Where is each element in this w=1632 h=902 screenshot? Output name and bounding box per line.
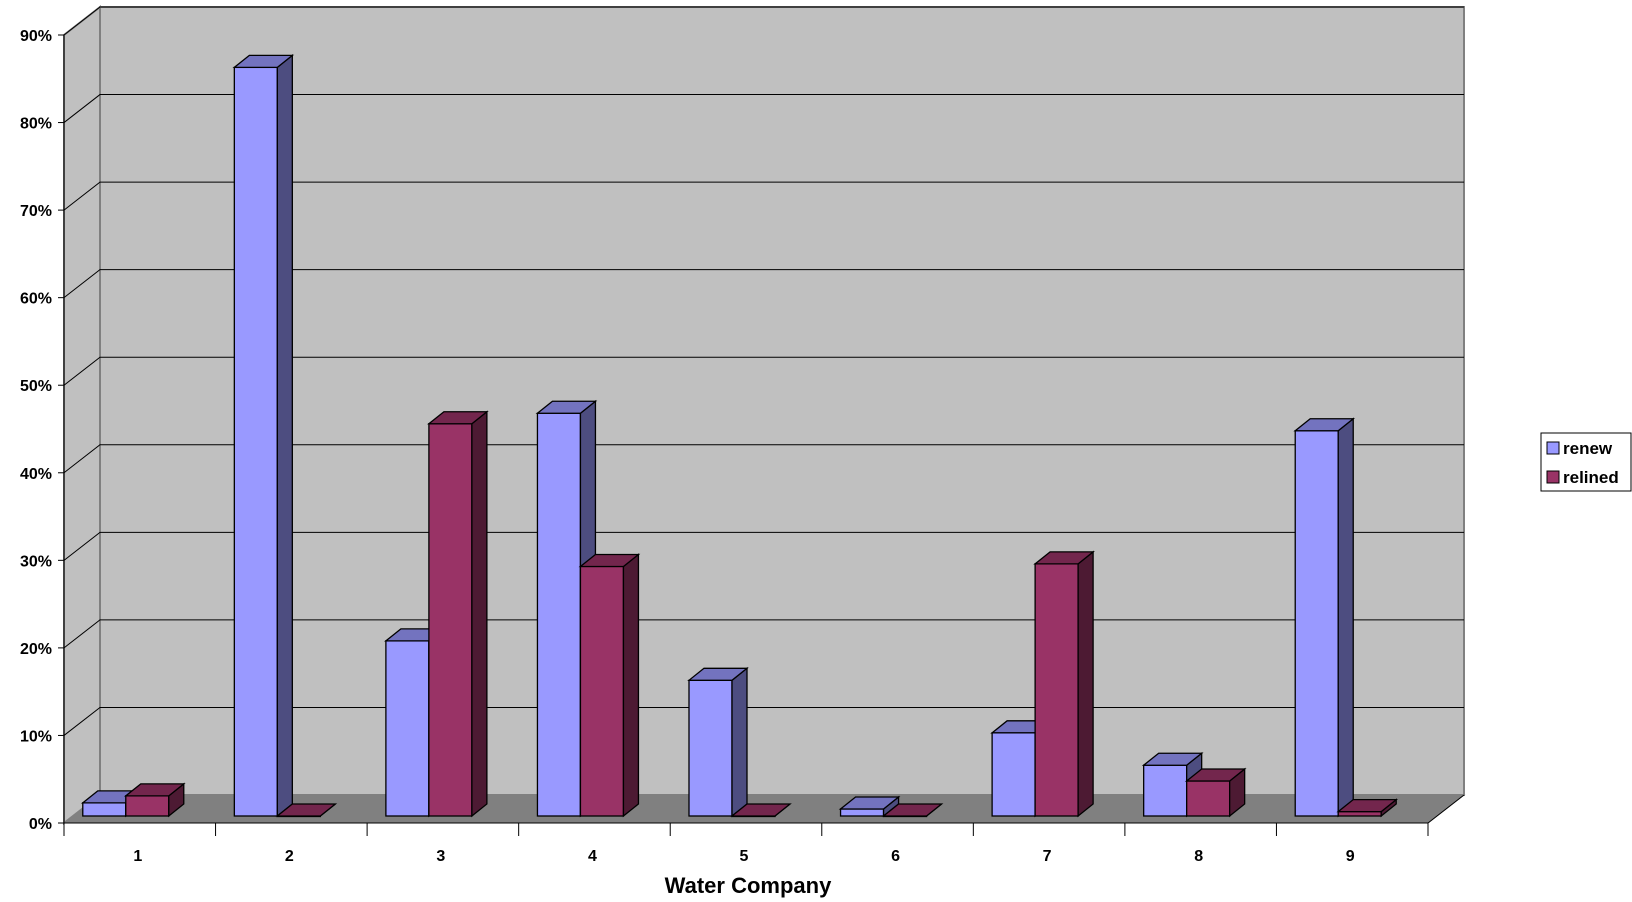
- side-wall: [63, 4, 101, 826]
- bar-top: [1141, 752, 1204, 766]
- bar-top: [232, 54, 295, 69]
- x-tick-label: 8: [1194, 848, 1203, 865]
- bar-front: [579, 565, 625, 817]
- y-tick-label: 80%: [20, 116, 52, 133]
- bar-relined-8: [1184, 767, 1247, 818]
- bar-relined-1: [123, 782, 186, 818]
- y-tick-label: 70%: [20, 203, 52, 220]
- bar-front: [688, 679, 733, 817]
- bar-side: [471, 410, 488, 818]
- bar-renew-2: [232, 54, 295, 818]
- bar-relined-4: [578, 553, 641, 818]
- bar-front: [385, 640, 430, 817]
- y-tick-label: 50%: [20, 378, 52, 395]
- gridline: [63, 6, 1464, 36]
- bar-top: [1293, 418, 1356, 432]
- bar-renew-9: [1293, 417, 1356, 818]
- bar-top: [123, 783, 186, 797]
- bar-front: [1186, 780, 1231, 817]
- bar-renew-6: [838, 795, 901, 818]
- x-axis-title: Water Company: [665, 873, 832, 898]
- legend-swatch-renew: [1546, 441, 1560, 455]
- bar-side: [622, 553, 640, 818]
- bar-relined-2: [275, 803, 338, 818]
- bar-side: [731, 666, 748, 818]
- bar-front: [428, 423, 473, 817]
- bar-relined-6: [881, 803, 944, 818]
- bar-front: [1034, 563, 1079, 817]
- gridline: [63, 619, 1464, 649]
- gridline: [63, 444, 1464, 474]
- gridline: [63, 94, 1464, 123]
- x-tick-label: 3: [436, 848, 445, 865]
- x-tick-label: 4: [588, 848, 597, 865]
- bar-side: [1077, 550, 1094, 818]
- bar-top: [838, 796, 901, 810]
- bar-top: [1184, 768, 1247, 782]
- bar-relined-3: [427, 410, 489, 818]
- x-axis-depth-line: [1427, 794, 1465, 824]
- x-tick-label: 2: [285, 848, 294, 865]
- x-tick-label: 6: [891, 848, 900, 865]
- back-wall: [99, 6, 1465, 796]
- bar-front: [1143, 764, 1188, 817]
- bar-renew-5: [687, 666, 749, 818]
- y-tick-label: 10%: [20, 728, 52, 745]
- y-tick-label: 20%: [20, 641, 52, 658]
- bar-front: [1294, 430, 1339, 817]
- bar-top: [1033, 551, 1095, 565]
- x-tick-label: 7: [1043, 848, 1052, 865]
- bar-front: [82, 802, 127, 817]
- legend: renew relined: [1540, 432, 1632, 492]
- bar-front: [536, 412, 582, 817]
- bar-front: [233, 66, 278, 817]
- y-tick-label: 0%: [29, 816, 52, 833]
- bar-front: [125, 795, 170, 817]
- gridline: [63, 269, 1464, 299]
- x-tick-label: 1: [133, 848, 142, 865]
- x-tick-label: 9: [1346, 848, 1355, 865]
- legend-label-relined: relined: [1563, 468, 1619, 487]
- bar-top: [1336, 798, 1399, 813]
- legend-swatch-relined: [1546, 470, 1560, 484]
- bar-top: [535, 400, 598, 414]
- bar-top: [687, 667, 749, 681]
- gridline: [63, 531, 1464, 561]
- bar-top: [275, 803, 338, 817]
- bar-relined-9: [1336, 798, 1399, 818]
- bar-side: [276, 54, 293, 818]
- bar-relined-5: [730, 803, 792, 818]
- bar-top: [578, 553, 641, 568]
- gridline: [63, 181, 1464, 211]
- gridline: [63, 706, 1464, 736]
- bar-top: [427, 411, 489, 425]
- y-tick-label: 30%: [20, 553, 52, 570]
- bar-side: [1337, 417, 1354, 818]
- y-tick-label: 60%: [20, 291, 52, 308]
- y-tick-label: 40%: [20, 466, 52, 483]
- bar-front: [839, 808, 885, 817]
- bar-relined-7: [1033, 550, 1095, 818]
- y-tick-label: 90%: [20, 28, 52, 45]
- bar-front: [991, 732, 1036, 817]
- bar-top: [881, 803, 944, 817]
- legend-label-renew: renew: [1563, 439, 1613, 458]
- x-tick-label: 5: [740, 848, 749, 865]
- gridline: [63, 356, 1464, 386]
- bar-front: [1337, 810, 1382, 817]
- bar-top: [730, 803, 792, 817]
